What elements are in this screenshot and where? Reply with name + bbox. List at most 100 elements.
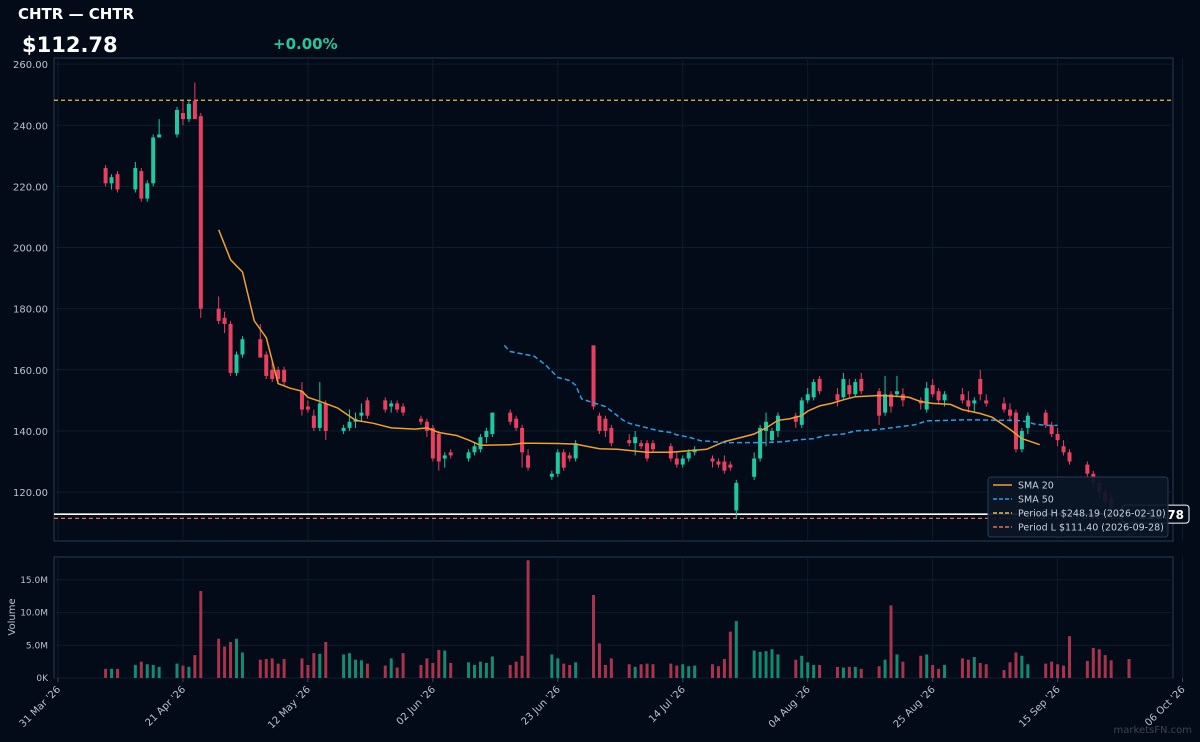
candle-body: [323, 403, 328, 431]
candle-body: [276, 369, 281, 379]
volume-bar: [312, 653, 316, 678]
time-tick-label: 12 May '26: [266, 684, 313, 731]
volume-bar: [401, 653, 405, 678]
volume-bar: [859, 668, 863, 678]
candle-body: [811, 382, 816, 398]
legend-box: [987, 476, 1169, 538]
time-tick-label: 25 Aug '26: [892, 684, 938, 730]
candle-body: [264, 354, 269, 376]
time-tick-label: 15 Sep '26: [1017, 684, 1063, 730]
volume-bar: [752, 650, 756, 678]
candle-body: [359, 412, 364, 416]
volume-bar: [889, 605, 893, 678]
candle-body: [555, 452, 560, 474]
volume-bar: [443, 650, 447, 678]
volume-bar: [711, 664, 714, 678]
volume-bar: [716, 666, 720, 678]
candle-body: [347, 421, 352, 428]
candle-body: [186, 103, 191, 120]
candle-body: [466, 452, 471, 459]
candle-body: [561, 452, 566, 468]
volume-bar: [1109, 660, 1113, 678]
volume-bar: [324, 642, 328, 678]
volume-bar: [937, 668, 941, 678]
candle-body: [317, 403, 322, 428]
candle-body: [365, 400, 370, 416]
candle-body: [1049, 424, 1054, 435]
volume-bar: [1097, 649, 1101, 678]
candle-body: [930, 385, 935, 395]
volume-bar: [806, 662, 810, 678]
volume-bar: [110, 668, 114, 678]
candle-body: [972, 400, 977, 404]
sma20-line: [218, 229, 1041, 454]
candle-body: [728, 464, 733, 468]
candle-body: [716, 461, 721, 465]
volume-bar: [1103, 655, 1107, 678]
candle-body: [936, 391, 941, 401]
volume-bar: [473, 664, 476, 678]
candle-body: [299, 391, 304, 410]
volume-bar: [675, 665, 679, 678]
candle-body: [442, 455, 447, 459]
time-tick-label: 02 Jun '26: [395, 684, 438, 727]
candle-body: [180, 113, 185, 120]
candle-body: [240, 339, 245, 355]
candle-body: [418, 418, 423, 422]
volume-bar: [342, 654, 346, 678]
candle-body: [430, 427, 435, 459]
volume-bar: [151, 664, 155, 678]
volume-bar: [1008, 662, 1012, 678]
candle-body: [984, 400, 989, 404]
chart-title: CHTR — CHTR: [18, 5, 135, 23]
volume-bar: [835, 666, 839, 678]
volume-bar: [1068, 636, 1071, 678]
volume-bar: [365, 663, 369, 678]
price-tick-label: 260.00: [13, 60, 48, 71]
candle-body: [157, 134, 162, 138]
candle-body: [198, 116, 203, 309]
moving-averages: [218, 229, 1058, 454]
volume-bar: [651, 664, 655, 678]
candle-body: [222, 317, 227, 324]
volume-tick-label: 10.0M: [20, 609, 48, 619]
volume-bar: [383, 665, 387, 678]
volume-bar: [133, 664, 137, 678]
volume-bar: [425, 658, 429, 678]
volume-bar: [853, 666, 857, 678]
candle-body: [389, 403, 394, 407]
candle-body: [877, 391, 882, 416]
candle-body: [520, 427, 525, 453]
volume-bar: [925, 654, 929, 678]
volume-bar: [1002, 670, 1006, 678]
time-tick-label: 31 Mar '26: [18, 684, 64, 730]
volume-bar: [514, 661, 518, 678]
volume-bar: [1014, 652, 1018, 678]
candle-body: [436, 434, 441, 462]
candle-body: [817, 378, 822, 392]
volume-bar: [181, 665, 185, 678]
candle-body: [109, 177, 114, 184]
volume-bar: [490, 656, 494, 678]
volume-bar: [728, 631, 732, 678]
volume-bar: [978, 662, 982, 678]
volume-tick-label: 0K: [36, 674, 49, 684]
candle-body: [651, 443, 655, 450]
candle-body: [151, 137, 156, 184]
time-tick-label: 04 Aug '26: [767, 684, 813, 730]
volume-bar: [1020, 655, 1024, 678]
volume-tick-label: 15.0M: [20, 576, 48, 586]
candle-body: [270, 369, 275, 379]
volume-bar: [966, 659, 970, 678]
volume-bar: [895, 654, 899, 678]
candle-body: [228, 323, 233, 373]
volume-bar: [681, 664, 685, 678]
volume-bar: [984, 664, 988, 678]
volume-bar: [508, 664, 512, 678]
volume-bar: [800, 655, 804, 678]
volume-bar: [841, 667, 845, 678]
candle-body: [734, 482, 739, 511]
volume-bar: [478, 661, 482, 678]
